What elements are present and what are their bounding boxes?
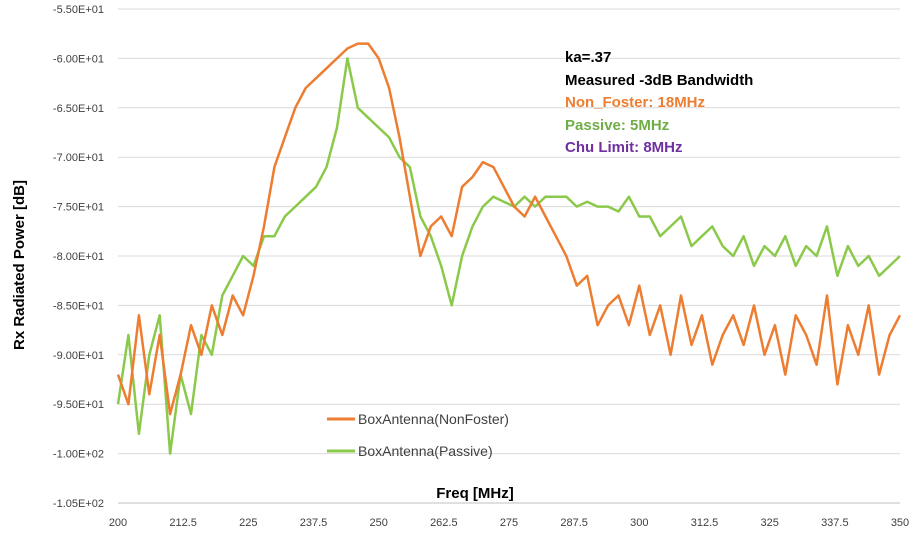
x-tick-label: 325 <box>760 517 778 529</box>
y-tick-label: -7.00E+01 <box>53 152 104 164</box>
y-tick-label: -8.00E+01 <box>53 251 104 263</box>
series-line-nonfoster <box>116 42 902 416</box>
y-tick-label: -8.50E+01 <box>53 300 104 312</box>
y-tick-label: -9.50E+01 <box>53 399 104 411</box>
x-tick-label: 287.5 <box>560 517 588 529</box>
y-axis-title: Rx Radiated Power [dB] <box>11 180 28 350</box>
y-tick-label: -1.00E+02 <box>53 449 104 461</box>
annotation-ka: ka=.37 <box>565 49 611 66</box>
legend-label-passive: BoxAntenna(Passive) <box>358 443 493 459</box>
x-tick-label: 212.5 <box>169 517 197 529</box>
x-tick-label: 275 <box>500 517 518 529</box>
x-tick-label: 262.5 <box>430 517 458 529</box>
annotation-chu: Chu Limit: 8MHz <box>565 139 683 156</box>
gridlines <box>118 8 900 455</box>
y-tick-labels: -5.50E+01 -6.00E+01 -6.50E+01 -7.00E+01 -7.5… <box>53 4 104 510</box>
annotation-nonfoster: Non_Foster: 18MHz <box>565 94 705 111</box>
legend-label-nonfoster: BoxAntenna(NonFoster) <box>358 411 509 427</box>
annotation-measured: Measured -3dB Bandwidth <box>565 72 753 89</box>
series-layer <box>116 42 902 455</box>
y-tick-label: -5.50E+01 <box>53 4 104 16</box>
x-tick-label: 300 <box>630 517 648 529</box>
y-tick-label: -7.50E+01 <box>53 202 104 214</box>
x-tick-label: 350 <box>891 517 909 529</box>
x-axis-title: Freq [MHz] <box>436 485 514 502</box>
y-tick-label: -1.05E+02 <box>53 498 104 510</box>
x-tick-label: 337.5 <box>821 517 849 529</box>
x-tick-label: 312.5 <box>691 517 719 529</box>
x-tick-label: 200 <box>109 517 127 529</box>
annotation-block: ka=.37 Measured -3dB Bandwidth Non_Foste… <box>565 49 753 156</box>
y-tick-label: -6.00E+01 <box>53 53 104 65</box>
x-tick-label: 237.5 <box>300 517 328 529</box>
x-tick-label: 250 <box>369 517 387 529</box>
x-tick-label: 225 <box>239 517 257 529</box>
annotation-passive: Passive: 5MHz <box>565 117 669 134</box>
y-tick-label: -9.00E+01 <box>53 350 104 362</box>
series-line-passive <box>116 57 901 455</box>
y-tick-label: -6.50E+01 <box>53 103 104 115</box>
x-tick-labels: 200 212.5 225 237.5 250 262.5 275 287.5 300 312.5… <box>109 517 909 529</box>
legend: BoxAntenna(NonFoster) BoxAntenna(Passive… <box>327 411 509 459</box>
